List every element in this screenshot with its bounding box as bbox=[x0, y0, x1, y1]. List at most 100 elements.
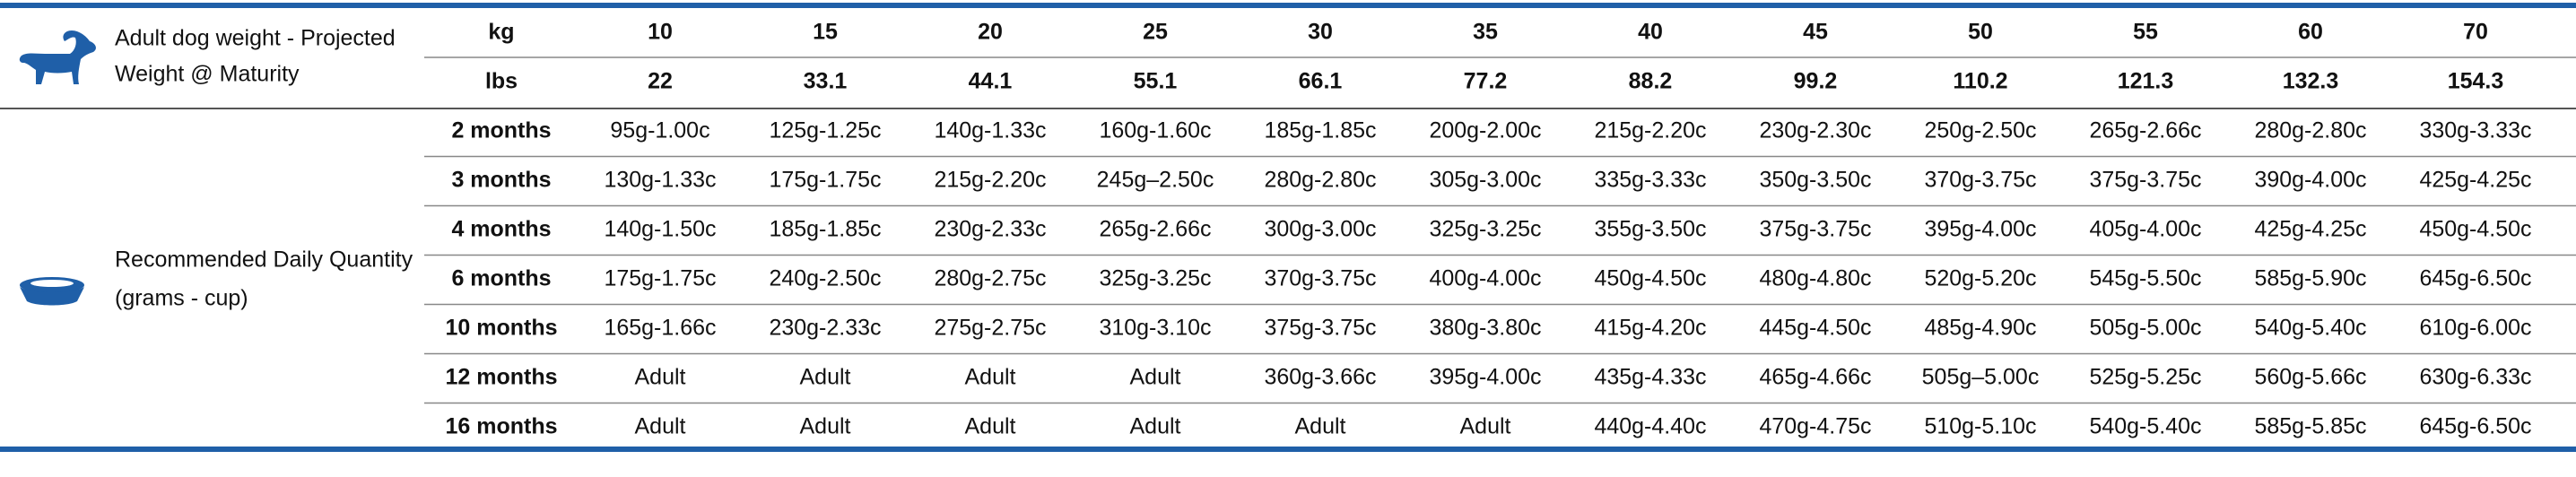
quantity-label: (grams - cup) bbox=[115, 286, 248, 311]
kg-value: 25 bbox=[1143, 20, 1168, 45]
age-label: 4 months bbox=[451, 217, 551, 242]
cell: 165g-1.66c bbox=[604, 316, 716, 341]
cell: 130g-1.33c bbox=[604, 168, 716, 193]
cell: 645g-6.50c bbox=[2419, 266, 2531, 291]
lbs-value: 22 bbox=[648, 69, 673, 94]
cell: 540g-5.40c bbox=[2089, 414, 2201, 439]
cell: Adult bbox=[800, 365, 851, 390]
cell: 125g-1.25c bbox=[769, 118, 881, 143]
cell: 325g-3.25c bbox=[1099, 266, 1211, 291]
lbs-value: 77.2 bbox=[1464, 69, 1508, 94]
cell: 300g-3.00c bbox=[1264, 217, 1376, 242]
cell: 520g-5.20c bbox=[1924, 266, 2036, 291]
lbs-value: 88.2 bbox=[1629, 69, 1673, 94]
cell: 470g-4.75c bbox=[1759, 414, 1871, 439]
lbs-value: 33.1 bbox=[804, 69, 848, 94]
cell: 375g-3.75c bbox=[1759, 217, 1871, 242]
cell: 305g-3.00c bbox=[1429, 168, 1541, 193]
cell: 390g-4.00c bbox=[2254, 168, 2366, 193]
kg-value: 55 bbox=[2133, 20, 2158, 45]
cell: 310g-3.10c bbox=[1099, 316, 1211, 341]
cell: 335g-3.33c bbox=[1594, 168, 1706, 193]
cell: 450g-4.50c bbox=[1594, 266, 1706, 291]
cell: 350g-3.50c bbox=[1759, 168, 1871, 193]
age-label: 2 months bbox=[451, 118, 551, 143]
cell: 395g-4.00c bbox=[1924, 217, 2036, 242]
cell: 450g-4.50c bbox=[2419, 217, 2531, 242]
kg-value: 15 bbox=[813, 20, 838, 45]
cell: 280g-2.80c bbox=[1264, 168, 1376, 193]
cell: 360g-3.66c bbox=[1264, 365, 1376, 390]
cell: 355g-3.50c bbox=[1594, 217, 1706, 242]
lbs-value: 55.1 bbox=[1134, 69, 1178, 94]
lbs-value: 44.1 bbox=[969, 69, 1013, 94]
cell: 370g-3.75c bbox=[1264, 266, 1376, 291]
cell: 140g-1.33c bbox=[934, 118, 1046, 143]
age-label: 16 months bbox=[445, 414, 557, 439]
cell: Adult bbox=[635, 414, 686, 439]
cell: 240g-2.50c bbox=[769, 266, 881, 291]
age-label: 6 months bbox=[451, 266, 551, 291]
kg-value: 40 bbox=[1638, 20, 1663, 45]
cell: 230g-2.33c bbox=[934, 217, 1046, 242]
cell: 230g-2.30c bbox=[1759, 118, 1871, 143]
kg-value: 20 bbox=[978, 20, 1003, 45]
lbs-value: 132.3 bbox=[2283, 69, 2339, 94]
lbs-value: 66.1 bbox=[1299, 69, 1343, 94]
kg-value: 60 bbox=[2298, 20, 2323, 45]
cell: 610g-6.00c bbox=[2419, 316, 2531, 341]
kg-value: 45 bbox=[1803, 20, 1828, 45]
cell: Adult bbox=[1460, 414, 1511, 439]
header-label: Adult dog weight - Projected bbox=[115, 26, 396, 51]
cell: 280g-2.75c bbox=[934, 266, 1046, 291]
cell: 400g-4.00c bbox=[1429, 266, 1541, 291]
cell: 95g-1.00c bbox=[610, 118, 709, 143]
header-label: Weight @ Maturity bbox=[115, 62, 300, 87]
cell: 465g-4.66c bbox=[1759, 365, 1871, 390]
kg-value: 10 bbox=[648, 20, 673, 45]
cell: 485g-4.90c bbox=[1924, 316, 2036, 341]
lbs-value: 99.2 bbox=[1794, 69, 1838, 94]
cell: 185g-1.85c bbox=[769, 217, 881, 242]
cell: 250g-2.50c bbox=[1924, 118, 2036, 143]
cell: 585g-5.85c bbox=[2254, 414, 2366, 439]
cell: 405g-4.00c bbox=[2089, 217, 2201, 242]
kg-label: kg bbox=[488, 20, 514, 45]
cell: 230g-2.33c bbox=[769, 316, 881, 341]
cell: 480g-4.80c bbox=[1759, 266, 1871, 291]
cell: 425g-4.25c bbox=[2419, 168, 2531, 193]
cell: 160g-1.60c bbox=[1099, 118, 1211, 143]
cell: 370g-3.75c bbox=[1924, 168, 2036, 193]
cell: Adult bbox=[965, 365, 1016, 390]
cell: 435g-4.33c bbox=[1594, 365, 1706, 390]
lbs-label: lbs bbox=[485, 69, 518, 94]
age-label: 12 months bbox=[445, 365, 557, 390]
kg-value: 30 bbox=[1308, 20, 1333, 45]
cell: 185g-1.85c bbox=[1264, 118, 1376, 143]
cell: 510g-5.10c bbox=[1924, 414, 2036, 439]
cell: 415g-4.20c bbox=[1594, 316, 1706, 341]
kg-value: 35 bbox=[1473, 20, 1498, 45]
cell: Adult bbox=[800, 414, 851, 439]
bowl-icon bbox=[20, 277, 84, 306]
cell: 265g-2.66c bbox=[1099, 217, 1211, 242]
cell: 275g-2.75c bbox=[934, 316, 1046, 341]
cell: 175g-1.75c bbox=[769, 168, 881, 193]
cell: 175g-1.75c bbox=[604, 266, 716, 291]
cell: 330g-3.33c bbox=[2419, 118, 2531, 143]
cell: 425g-4.25c bbox=[2254, 217, 2366, 242]
cell: 560g-5.66c bbox=[2254, 365, 2366, 390]
cell: 325g-3.25c bbox=[1429, 217, 1541, 242]
cell: 505g-5.00c bbox=[2089, 316, 2201, 341]
cell: 215g-2.20c bbox=[1594, 118, 1706, 143]
cell: 140g-1.50c bbox=[604, 217, 716, 242]
cell: 280g-2.80c bbox=[2254, 118, 2366, 143]
cell: 265g-2.66c bbox=[2089, 118, 2201, 143]
cell: 540g-5.40c bbox=[2254, 316, 2366, 341]
kg-value: 50 bbox=[1968, 20, 1993, 45]
cell: Adult bbox=[965, 414, 1016, 439]
cell: 445g-4.50c bbox=[1759, 316, 1871, 341]
cell: 215g-2.20c bbox=[934, 168, 1046, 193]
